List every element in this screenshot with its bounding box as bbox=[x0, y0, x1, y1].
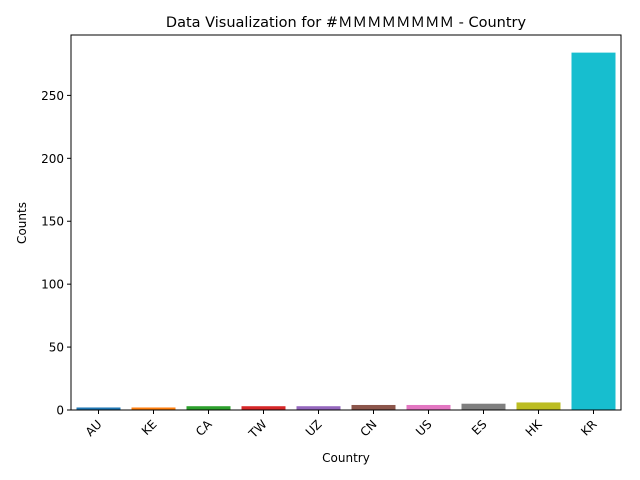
y-tick-label: 150 bbox=[41, 215, 64, 229]
x-tick-label: AU bbox=[83, 417, 105, 439]
bar-ke bbox=[131, 407, 176, 410]
y-tick-label: 250 bbox=[41, 89, 64, 103]
x-tick-label: CN bbox=[357, 417, 379, 439]
x-axis-label: Country bbox=[322, 451, 370, 465]
bar-ca bbox=[186, 406, 231, 410]
x-tick-label: KR bbox=[578, 417, 599, 438]
x-tick-label: ES bbox=[469, 417, 490, 438]
bar-hk bbox=[516, 402, 561, 410]
bar-tw bbox=[241, 406, 286, 410]
y-tick-label: 0 bbox=[56, 404, 64, 418]
plot-frame bbox=[70, 34, 622, 411]
bar-cn bbox=[351, 404, 396, 410]
x-tick-label: CA bbox=[193, 417, 215, 439]
y-axis-label: Counts bbox=[15, 202, 29, 244]
y-tick-label: 100 bbox=[41, 278, 64, 292]
bar-uz bbox=[296, 406, 341, 410]
y-tick-label: 200 bbox=[41, 152, 64, 166]
x-tick-label: TW bbox=[245, 417, 269, 441]
y-tick-label: 50 bbox=[49, 341, 64, 355]
x-tick-label: HK bbox=[523, 416, 546, 439]
x-tick-label: UZ bbox=[303, 417, 325, 439]
bar-es bbox=[461, 403, 506, 410]
plot-area: 0 50 100 150 200 250 AU KE CA TW UZ CN US ES HK KR bbox=[41, 34, 622, 441]
bar-us bbox=[406, 404, 451, 410]
chart-title: Data Visualization for #ＭＭＭＭＭＭＭＭ - Count… bbox=[166, 15, 527, 31]
bar-au bbox=[76, 407, 121, 410]
bar-kr bbox=[571, 52, 616, 411]
x-tick-label: KE bbox=[139, 417, 160, 438]
x-tick-label: US bbox=[413, 417, 435, 439]
